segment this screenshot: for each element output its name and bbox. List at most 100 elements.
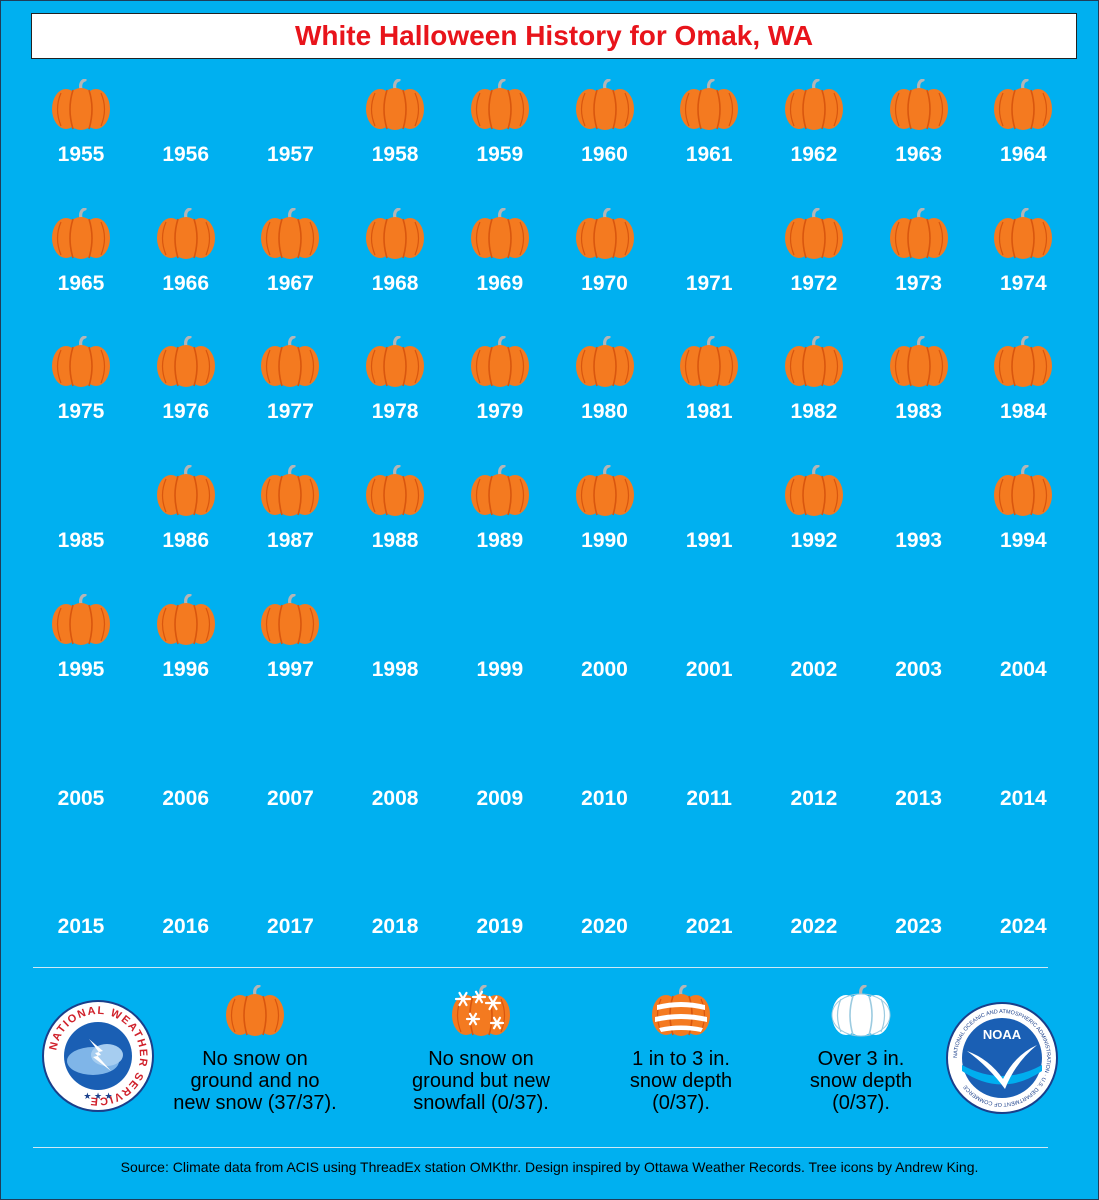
legend-line: 1 in to 3 in.: [632, 1048, 730, 1070]
title-box: White Halloween History for Omak, WA: [31, 13, 1077, 59]
orange-pumpkin-icon: [679, 78, 739, 131]
year-cell: 1980: [553, 335, 657, 446]
year-label: 2024: [999, 915, 1047, 939]
year-cell: 1994: [971, 464, 1075, 575]
year-label: 1990: [581, 529, 628, 553]
year-cell: 1979: [448, 335, 552, 446]
year-label: 1979: [476, 400, 524, 424]
year-cell: 2015: [29, 851, 133, 961]
year-cell: 1971: [657, 208, 761, 318]
divider-bottom: [33, 1147, 1048, 1148]
year-label: 1973: [895, 271, 942, 295]
year-cell: 2013: [867, 723, 971, 833]
snowflake-pumpkin-icon: [451, 984, 511, 1042]
orange-pumpkin-icon: [156, 207, 216, 260]
legend-line: snowfall (0/37).: [413, 1092, 549, 1114]
year-label: 1992: [790, 529, 838, 553]
legend-line: ground but new: [412, 1070, 550, 1092]
year-label: 1965: [57, 271, 105, 295]
orange-pumpkin-icon: [993, 464, 1053, 517]
striped-pumpkin-icon: [651, 984, 711, 1042]
legend-line: Over 3 in.: [817, 1048, 905, 1070]
year-label: 2014: [999, 786, 1047, 810]
year-cell: 1982: [762, 335, 866, 446]
year-cell: 1997: [238, 593, 342, 704]
orange-pumpkin-icon: [260, 207, 320, 260]
year-cell: 1987: [238, 464, 342, 575]
orange-pumpkin-icon: [260, 335, 320, 388]
year-label: 1974: [999, 271, 1047, 295]
year-cell: 1976: [134, 335, 238, 446]
year-cell: 1955: [29, 78, 133, 189]
year-cell: 1984: [971, 335, 1075, 446]
legend-line: snow depth: [809, 1070, 913, 1092]
year-cell: 1965: [29, 207, 133, 318]
year-label: 1962: [790, 143, 838, 166]
year-cell: 1977: [238, 335, 342, 446]
legend-line: new snow (37/37).: [173, 1092, 337, 1114]
orange-pumpkin-icon: [575, 464, 635, 517]
year-label: 1993: [895, 529, 942, 553]
year-cell: 1973: [867, 207, 971, 318]
year-label: 1983: [895, 400, 942, 424]
year-label: 2021: [685, 915, 733, 939]
orange-pumpkin-icon: [993, 78, 1053, 131]
year-cell: 1988: [343, 464, 447, 575]
orange-pumpkin-icon: [225, 984, 285, 1042]
year-label: 1988: [371, 529, 419, 553]
year-cell: 1996: [134, 593, 238, 704]
year-label: 2006: [162, 786, 210, 810]
year-label: 1977: [267, 400, 314, 424]
year-label: 1982: [790, 400, 838, 424]
year-cell: 1998: [343, 594, 447, 704]
white-pumpkin-icon: [831, 984, 891, 1042]
year-cell: 2010: [553, 723, 657, 833]
orange-pumpkin-icon: [784, 207, 844, 260]
year-label: 2022: [790, 915, 838, 939]
year-label: 2023: [895, 915, 942, 939]
year-label: 1994: [999, 529, 1047, 553]
year-label: 2009: [476, 786, 524, 810]
year-label: 1997: [267, 657, 314, 681]
orange-pumpkin-icon: [784, 78, 844, 131]
year-cell: 1992: [762, 464, 866, 575]
orange-pumpkin-icon: [470, 78, 530, 131]
year-label: 2008: [371, 786, 419, 810]
year-cell: 2004: [971, 594, 1075, 704]
year-label: 2011: [686, 786, 732, 810]
year-cell: 1964: [971, 78, 1075, 189]
orange-pumpkin-icon: [51, 593, 111, 646]
orange-pumpkin-icon: [889, 78, 949, 131]
year-label: 1959: [476, 143, 524, 166]
orange-pumpkin-icon: [470, 335, 530, 388]
orange-pumpkin-icon: [156, 335, 216, 388]
year-cell: 1985: [29, 465, 133, 575]
year-label: 2007: [267, 786, 314, 810]
noaa-logo-text: NOAA: [983, 1027, 1022, 1042]
year-label: 1978: [371, 400, 419, 424]
orange-pumpkin-icon: [156, 464, 216, 517]
orange-pumpkin-icon: [365, 78, 425, 131]
orange-pumpkin-icon: [784, 335, 844, 388]
year-cell: 2005: [29, 723, 133, 833]
year-label: 2000: [581, 657, 628, 681]
orange-pumpkin-icon: [365, 207, 425, 260]
year-label: 1972: [790, 271, 838, 295]
year-cell: 2008: [343, 723, 447, 833]
year-cell: 1972: [762, 207, 866, 318]
year-label: 2012: [790, 786, 838, 810]
year-label: 2013: [895, 786, 942, 810]
legend-line: ground and no: [190, 1070, 320, 1092]
orange-pumpkin-icon: [51, 78, 111, 131]
year-cell: 1969: [448, 207, 552, 318]
legend-text: 1 in to 3 in. snow depth (0/37).: [581, 1048, 781, 1114]
year-cell: 1986: [134, 464, 238, 575]
year-cell: 1975: [29, 335, 133, 446]
year-cell: 2024: [971, 851, 1075, 961]
year-cell: 2002: [762, 594, 866, 704]
year-label: 1955: [57, 143, 105, 166]
year-label: 1971: [685, 271, 733, 295]
year-cell: 2023: [867, 851, 971, 961]
year-cell: 1968: [343, 207, 447, 318]
year-cell: 1993: [867, 465, 971, 575]
